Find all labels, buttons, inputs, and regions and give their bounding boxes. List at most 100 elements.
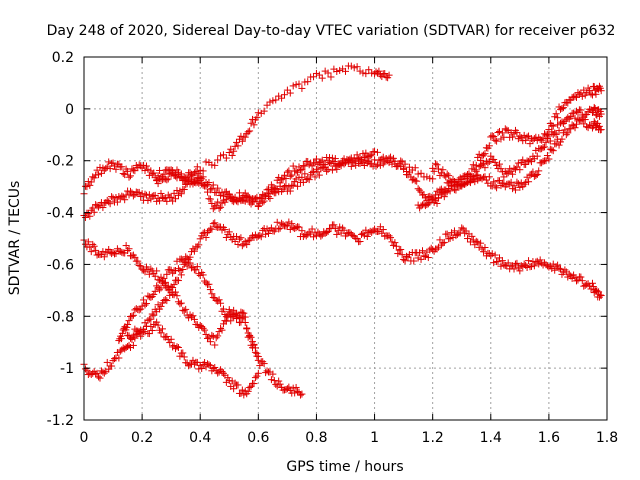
data-point [530, 135, 538, 143]
data-point [456, 174, 464, 182]
data-point [414, 254, 422, 262]
data-point [183, 262, 191, 270]
data-point [202, 158, 210, 166]
data-point [509, 133, 517, 141]
data-point [115, 354, 123, 362]
data-point [208, 290, 216, 298]
data-point [169, 166, 177, 174]
data-point [548, 121, 556, 129]
data-point [172, 172, 180, 180]
data-point [135, 306, 143, 314]
data-point [132, 305, 140, 313]
data-point [96, 163, 104, 171]
data-point [427, 244, 435, 252]
data-point [296, 391, 304, 399]
data-point [138, 190, 146, 198]
data-point [247, 333, 255, 341]
chart-title: Day 248 of 2020, Sidereal Day-to-day VTE… [47, 23, 616, 39]
data-point [83, 209, 91, 217]
data-point [520, 260, 528, 268]
data-point [551, 113, 559, 121]
data-point [125, 173, 133, 181]
data-point [363, 159, 371, 167]
data-point [109, 249, 117, 257]
data-point [211, 341, 219, 349]
data-point [185, 362, 193, 370]
data-point [389, 154, 397, 162]
data-point [103, 196, 111, 204]
data-point [516, 267, 524, 275]
data-point [310, 233, 318, 241]
data-point [167, 170, 175, 178]
data-point [578, 92, 586, 100]
data-point [421, 202, 429, 210]
data-point [157, 284, 165, 292]
data-point [548, 265, 556, 273]
data-point [276, 224, 284, 232]
data-point [536, 135, 544, 143]
data-point [166, 339, 174, 347]
data-point [100, 166, 108, 174]
data-point [437, 185, 445, 193]
data-point [151, 287, 159, 295]
data-point [126, 187, 134, 195]
data-point [363, 232, 371, 240]
data-point [458, 224, 466, 232]
data-point [495, 160, 503, 168]
data-point [224, 374, 232, 382]
data-point [103, 163, 111, 171]
data-point [543, 152, 551, 160]
data-point [150, 290, 158, 298]
data-point [201, 359, 209, 367]
data-point [574, 276, 582, 284]
data-point [112, 193, 120, 201]
data-point [403, 252, 411, 260]
series-I [429, 82, 605, 190]
data-point [190, 169, 198, 177]
data-point [254, 356, 262, 364]
data-point [397, 157, 405, 165]
data-point [153, 282, 161, 290]
data-point [488, 250, 496, 258]
data-point [414, 185, 422, 193]
data-point [542, 138, 550, 146]
data-point [484, 159, 492, 167]
data-point [538, 145, 546, 153]
x-tick-label: 0.6 [247, 430, 269, 446]
data-point [493, 161, 501, 169]
data-point [249, 198, 257, 206]
data-point [278, 94, 286, 102]
data-point [145, 270, 153, 278]
data-point [167, 288, 175, 296]
data-point [368, 228, 376, 236]
data-point [153, 318, 161, 326]
data-point [193, 263, 201, 271]
data-point [511, 260, 519, 268]
data-point [381, 158, 389, 166]
data-point [227, 317, 235, 325]
data-point [462, 227, 470, 235]
data-point [198, 365, 206, 373]
data-point [510, 182, 518, 190]
x-tick-label: 0.4 [189, 430, 211, 446]
data-point [156, 286, 164, 294]
data-point [151, 272, 159, 280]
data-point [295, 223, 303, 231]
x-tick-label: 1.8 [596, 430, 618, 446]
data-point [256, 200, 264, 208]
data-point [177, 255, 185, 263]
data-point [433, 245, 441, 253]
data-point [106, 200, 114, 208]
data-point [180, 307, 188, 315]
data-point [126, 172, 134, 180]
data-point [394, 250, 402, 258]
data-point [219, 151, 227, 159]
data-point [272, 96, 280, 104]
data-point [129, 166, 137, 174]
data-point [548, 146, 556, 154]
x-tick-label: 1.4 [480, 430, 502, 446]
data-point [203, 188, 211, 196]
data-point [549, 122, 557, 130]
data-point [161, 278, 169, 286]
data-point [209, 181, 217, 189]
